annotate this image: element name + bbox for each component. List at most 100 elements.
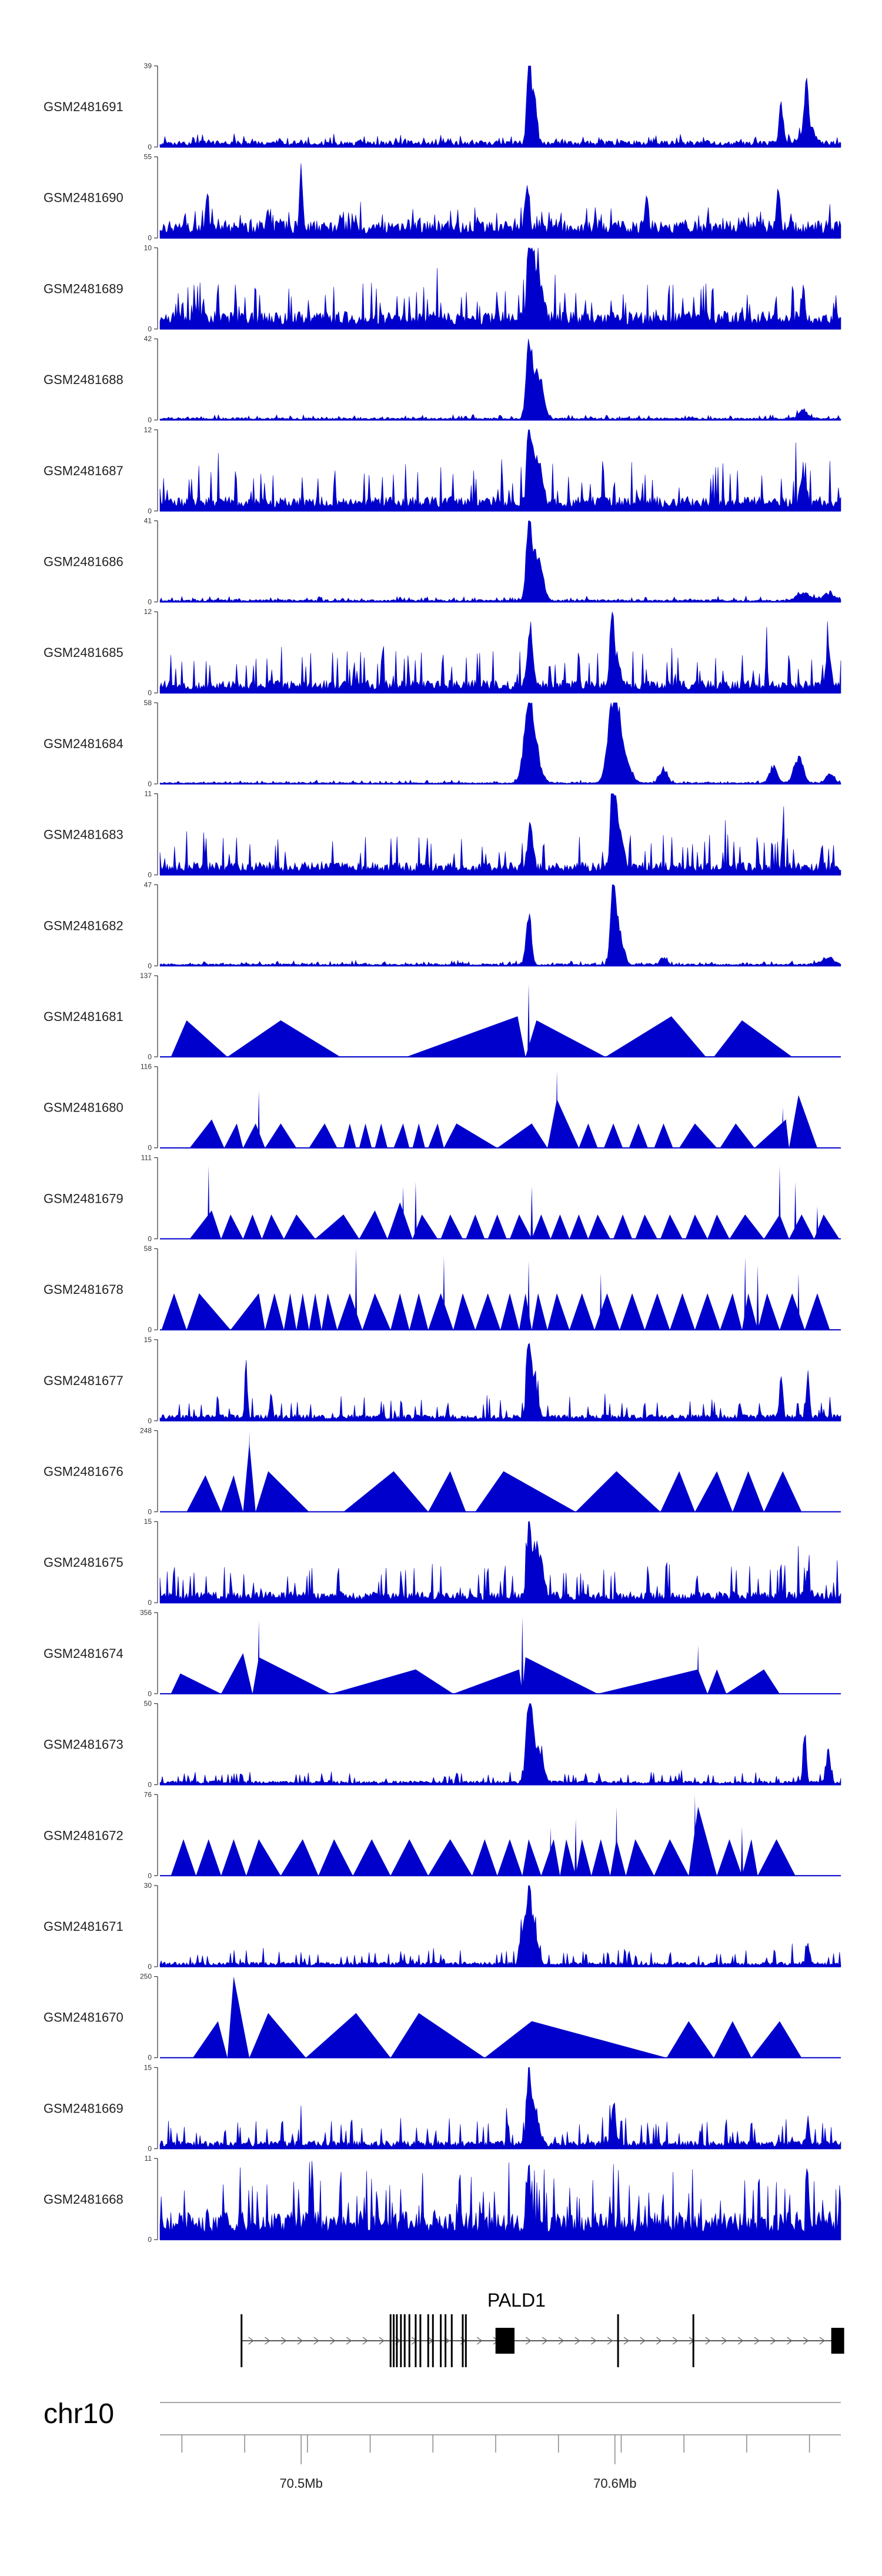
coverage-block [472, 1839, 497, 1876]
coverage-block [196, 1839, 222, 1876]
coverage-block [406, 1016, 526, 1057]
coverage-spike [778, 1166, 781, 1239]
coverage-block [610, 1839, 626, 1876]
track-GSM2481684: GSM2481684 58 0 [44, 699, 841, 788]
track-GSM2481686: GSM2481686 41 0 [44, 517, 841, 606]
track-label: GSM2481688 [44, 372, 123, 387]
exon-block [396, 2314, 398, 2367]
coverage-area [159, 1885, 841, 1967]
y-max-label: 42 [144, 335, 152, 343]
track-label: GSM2481678 [44, 1282, 123, 1297]
coverage-block [576, 1471, 661, 1512]
coverage-block [576, 1839, 592, 1876]
coverage-spike [615, 1807, 618, 1876]
coverage-block [597, 1669, 708, 1694]
y-max-label: 15 [144, 1336, 152, 1344]
track-GSM2481669: GSM2481669 15 0 [44, 2063, 841, 2153]
strand-arrow-icon [362, 2337, 369, 2345]
coverage-block [757, 1293, 780, 1330]
coverage-block [243, 1214, 262, 1239]
y-zero-label: 0 [148, 1234, 152, 1243]
exon-block [692, 2314, 694, 2367]
track-GSM2481691: GSM2481691 39 0 [44, 62, 841, 151]
strand-arrow-icon [623, 2337, 630, 2345]
strand-arrow-icon [721, 2337, 727, 2345]
coverage-block [547, 1099, 579, 1148]
track-label: GSM2481686 [44, 555, 123, 569]
coverage-area [159, 247, 841, 329]
track-GSM2481674: GSM2481674 356 0 [44, 1609, 841, 1698]
coverage-block [605, 1016, 706, 1057]
coverage-block [409, 1293, 429, 1330]
y-zero-label: 0 [148, 871, 152, 879]
coverage-block [330, 1669, 453, 1694]
strand-arrow-icon [313, 2337, 319, 2345]
strand-arrow-icon [607, 2337, 613, 2345]
coverage-block [221, 1475, 243, 1512]
coverage-block [594, 1293, 620, 1330]
coverage-block [265, 1123, 297, 1148]
coverage-block [789, 1214, 814, 1239]
coverage-block [359, 1210, 387, 1239]
coverage-block [689, 1807, 717, 1876]
coverage-block [522, 1839, 542, 1876]
y-zero-label: 0 [148, 234, 152, 242]
coverage-area [159, 429, 841, 512]
track-label: GSM2481684 [44, 736, 123, 751]
exon-block [465, 2314, 467, 2367]
coverage-spike [797, 1273, 800, 1330]
track-label: GSM2481673 [44, 1737, 123, 1752]
y-max-label: 356 [140, 1609, 152, 1617]
y-zero-label: 0 [148, 1690, 152, 1698]
coverage-block [532, 1214, 551, 1239]
track-GSM2481689: GSM2481689 10 0 [44, 243, 841, 333]
strand-arrow-icon [787, 2337, 793, 2345]
coverage-block [713, 1020, 793, 1057]
exon-block [393, 2314, 395, 2367]
coverage-area [159, 793, 841, 875]
y-zero-label: 0 [148, 416, 152, 424]
coverage-block [789, 1095, 817, 1148]
coverage-block [604, 1123, 623, 1148]
x-tick-label: 70.5Mb [279, 2476, 322, 2491]
track-GSM2481679: GSM2481679 111 0 [44, 1153, 841, 1243]
strand-arrow-icon [297, 2337, 303, 2345]
coverage-block [230, 1293, 265, 1330]
exon-block [400, 2314, 402, 2367]
coverage-block [613, 1214, 633, 1239]
y-max-label: 15 [144, 1517, 152, 1526]
y-zero-label: 0 [148, 689, 152, 697]
coverage-area [159, 2067, 841, 2149]
coverage-block [428, 1839, 472, 1876]
y-zero-label: 0 [148, 1417, 152, 1425]
coverage-block [375, 1123, 387, 1148]
coverage-block [732, 1471, 764, 1512]
coverage-area [159, 65, 841, 148]
strand-arrow-icon [542, 2337, 548, 2345]
y-max-label: 10 [144, 243, 152, 252]
coverage-block [729, 1214, 764, 1239]
strand-arrow-icon [754, 2337, 760, 2345]
coverage-block [654, 1839, 689, 1876]
y-max-label: 111 [141, 1153, 152, 1162]
y-zero-label: 0 [148, 143, 152, 151]
track-GSM2481668: GSM2481668 11 0 [44, 2154, 841, 2244]
coverage-block [171, 1020, 228, 1057]
coverage-area [159, 339, 841, 421]
x-tick-label: 70.6Mb [593, 2476, 636, 2491]
track-label: GSM2481689 [44, 281, 123, 296]
coverage-block [221, 1653, 253, 1694]
coverage-block [550, 1214, 570, 1239]
exon-block [462, 2314, 464, 2367]
coverage-block [519, 1293, 532, 1330]
track-label: GSM2481679 [44, 1191, 123, 1206]
coverage-spike [549, 1827, 552, 1876]
coverage-block [591, 1839, 610, 1876]
track-label: GSM2481672 [44, 1828, 123, 1843]
coverage-block [757, 1839, 796, 1876]
y-max-label: 11 [145, 790, 152, 798]
track-GSM2481685: GSM2481685 12 0 [44, 608, 841, 697]
coverage-block [741, 1839, 758, 1876]
coverage-block [227, 1020, 340, 1057]
y-max-label: 41 [144, 517, 152, 525]
